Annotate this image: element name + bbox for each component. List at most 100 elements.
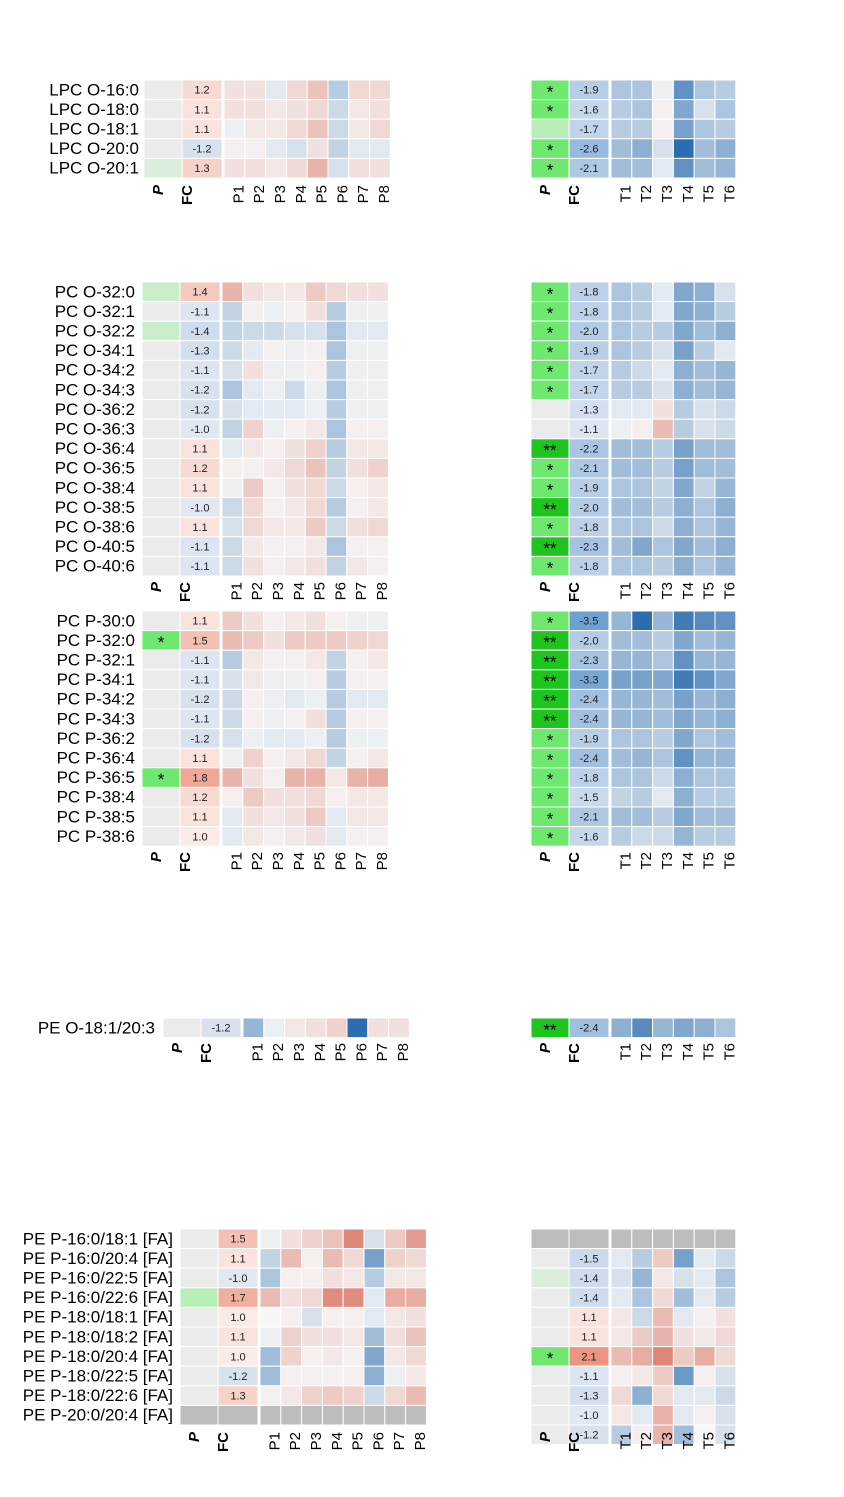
- heatmap-cell: [405, 1365, 427, 1387]
- fc-value: -1.1: [191, 714, 210, 726]
- heatmap-cell: [280, 1306, 303, 1328]
- heatmap-cell: [631, 1326, 654, 1348]
- heatmap-cell: [652, 767, 674, 788]
- heatmap-cell: [342, 1306, 365, 1328]
- heatmap-cell: [242, 516, 265, 538]
- heatmap-cell: [321, 1248, 344, 1269]
- heatmap-cell: [672, 516, 695, 538]
- heatmap-cell: [263, 399, 285, 420]
- heatmap-cell: [221, 688, 244, 710]
- column-label: P7: [353, 582, 370, 600]
- heatmap-cell: [714, 630, 737, 651]
- heatmap-cell: [672, 1385, 695, 1406]
- heatmap-cell: [652, 669, 674, 690]
- significance-mark: **: [543, 500, 557, 519]
- heatmap-cell: [221, 438, 244, 459]
- column-label: FC: [566, 582, 583, 602]
- heatmap-cell: [325, 555, 348, 577]
- heatmap-cell: [304, 340, 327, 361]
- heatmap-cell: [672, 457, 695, 479]
- column-label: P2: [287, 1432, 304, 1450]
- heatmap-cell: [693, 138, 716, 159]
- heatmap-cell: [652, 1287, 674, 1308]
- row-label: PE P-18:0/20:4 [FA]: [23, 1347, 173, 1366]
- fc-cell: [217, 1404, 259, 1426]
- heatmap-cell: [263, 747, 285, 769]
- heatmap-cell: [283, 630, 306, 651]
- column-label: T6: [721, 185, 738, 203]
- column-label: P4: [293, 185, 310, 203]
- column-label: FC: [215, 1432, 232, 1452]
- heatmap-cell: [244, 79, 267, 101]
- heatmap-cell: [672, 320, 695, 342]
- heatmap-cell: [652, 649, 674, 671]
- significance-mark: *: [547, 770, 554, 789]
- heatmap-cell: [259, 1287, 282, 1308]
- heatmap-cell: [280, 1326, 303, 1348]
- heatmap-cell: [304, 399, 327, 420]
- row-label: LPC O-16:0: [49, 80, 139, 99]
- heatmap-cell: [304, 418, 327, 440]
- heatmap-cell: [242, 786, 265, 808]
- heatmap-cell: [304, 301, 327, 322]
- heatmap-cell: [672, 399, 695, 420]
- heatmap-cell: [283, 497, 306, 518]
- heatmap-cell: [280, 1248, 303, 1269]
- heatmap-cell: [221, 826, 244, 847]
- heatmap-cell: [280, 1404, 303, 1426]
- heatmap-cell: [631, 1365, 654, 1387]
- column-label: T4: [680, 185, 697, 203]
- header-row-cell: [693, 1228, 716, 1250]
- heatmap-cell: [283, 536, 306, 557]
- heatmap-cell: [672, 669, 695, 690]
- heatmap-cell: [304, 457, 327, 479]
- heatmap-cell: [242, 669, 265, 690]
- heatmap-cell: [221, 728, 244, 749]
- heatmap-cell: [672, 301, 695, 322]
- significance-mark: *: [547, 304, 554, 323]
- column-label: P3: [270, 852, 287, 870]
- heatmap-cell: [325, 457, 348, 479]
- heatmap-cell: [367, 610, 389, 632]
- column-label: P3: [272, 185, 289, 203]
- heatmap-cell: [265, 138, 287, 159]
- column-label: P6: [353, 1043, 370, 1061]
- p-cell: [141, 379, 181, 401]
- heatmap-cell: [304, 359, 327, 381]
- heatmap-cell: [223, 118, 246, 140]
- column-label: P3: [291, 1043, 308, 1061]
- heatmap-cell: [325, 399, 348, 420]
- column-label: P1: [249, 1043, 266, 1061]
- heatmap-cell: [652, 1404, 674, 1426]
- heatmap-cell: [610, 497, 633, 518]
- fc-cell: [179, 826, 221, 847]
- heatmap-cell: [367, 379, 389, 401]
- column-label: FC: [177, 852, 194, 872]
- fc-value: -2.1: [580, 812, 599, 824]
- column-label: P3: [308, 1432, 325, 1450]
- heatmap-cell: [610, 649, 633, 671]
- heatmap-cell: [221, 340, 244, 361]
- column-label: P2: [249, 582, 266, 600]
- heatmap-cell: [283, 359, 306, 381]
- p-cell: [141, 669, 181, 690]
- heatmap-cell: [631, 79, 654, 101]
- heatmap-cell: [714, 1424, 737, 1446]
- heatmap-cell: [384, 1326, 407, 1348]
- heatmap-cell: [652, 399, 674, 420]
- heatmap-cell: [652, 301, 674, 322]
- column-label: P: [148, 851, 165, 862]
- fc-value: -1.2: [191, 694, 210, 706]
- fc-cell: [568, 826, 610, 847]
- heatmap-cell: [631, 649, 654, 671]
- heatmap-cell: [283, 610, 306, 632]
- heatmap-cell: [263, 359, 285, 381]
- fc-value: 1.4: [192, 287, 207, 299]
- significance-mark: *: [547, 1349, 554, 1368]
- significance-mark: *: [547, 613, 554, 632]
- heatmap-cell: [242, 806, 265, 828]
- column-label: P5: [314, 185, 331, 203]
- heatmap-cell: [652, 1365, 674, 1387]
- heatmap-cell: [693, 1346, 716, 1367]
- heatmap-cell: [693, 1267, 716, 1289]
